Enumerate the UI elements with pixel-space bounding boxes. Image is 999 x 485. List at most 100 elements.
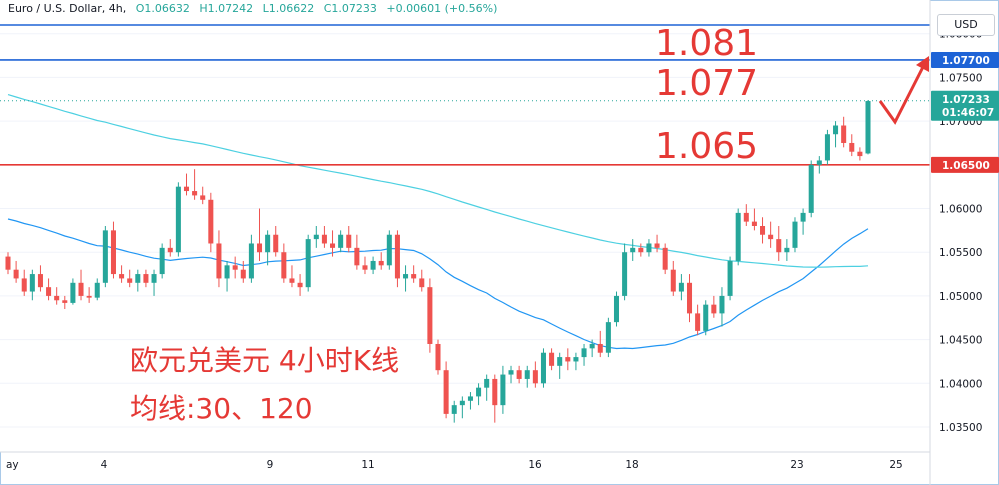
candle-down [54,295,60,301]
candle-down [289,278,295,283]
candle-down [297,282,303,288]
candle-down [427,287,433,344]
candle-up [800,212,806,222]
time-tick-label: 25 [889,459,902,471]
price-tick-label: 1.07500 [939,72,982,84]
candle-up [459,400,465,406]
candle-up [557,357,563,366]
candle-up [265,234,271,253]
candle-up [135,274,141,283]
candle-down [516,370,522,379]
high-value: H1.07242 [199,2,254,15]
time-tick-label: ay [6,459,19,471]
candle-down [419,278,425,288]
blue-level-tag-text: 1.07700 [942,55,990,67]
candle-down [435,343,441,371]
price-tick-label: 1.03500 [939,422,982,434]
candle-up [29,274,35,292]
legend-header: Euro / U.S. Dollar, 4h, O1.06632 H1.0724… [8,2,503,18]
candle-up [678,282,684,292]
candle-down [411,274,417,279]
candle-down [321,234,327,244]
price-tick-label: 1.05500 [939,247,982,259]
time-tick-label: 16 [528,459,542,471]
candle-up [338,234,344,248]
currency-button[interactable]: USD [937,14,995,36]
candle-down [273,234,279,253]
candle-up [403,274,409,279]
time-tick-label: 11 [361,459,374,471]
candle-up [646,243,652,253]
candle-down [354,247,360,266]
candle-down [768,234,774,240]
candle-down [46,287,52,296]
candle-down [256,243,263,253]
candle-down [119,274,125,279]
candle-down [143,274,149,283]
candle-down [841,125,847,143]
candle-up [735,212,741,261]
candle-down [200,195,206,200]
candle-down [751,221,757,226]
annotation-1077: 1.077 [655,63,758,104]
price-tick-label: 1.05000 [939,291,982,303]
last-price-tag-text: 01:46:07 [942,107,994,119]
annotation-1081: 1.081 [655,23,758,64]
candle-down [240,269,246,279]
candle-up [159,247,165,275]
price-axis[interactable]: 1.03500 1.04000 1.04500 1.05000 1.05500 1.060… [939,29,982,434]
candle-down [711,304,717,314]
forecast-arrows [878,56,929,125]
candle-down [686,282,693,314]
candle-down [695,313,701,331]
time-axis[interactable]: ay 4 9 11 16 18 23 25 [6,459,903,471]
candle-down [597,343,603,353]
candle-up [467,396,473,401]
candle-up [508,370,514,375]
change-value: +0.00601 (+0.56%) [386,2,498,15]
candle-up [248,243,254,279]
grid [0,33,930,428]
candle-down [62,300,68,303]
candle-up [573,357,579,362]
candle-down [78,282,84,296]
candle-up [451,405,457,414]
candle-up [500,374,506,406]
candle-up [792,221,798,248]
candle-up [94,282,100,298]
candle-down [330,243,336,248]
candle-down [110,230,116,275]
candle-down [638,247,644,253]
candle-down [362,265,368,270]
candle-up [175,186,181,253]
candle-down [654,243,660,248]
annotation-subtitle: 均线:30、120 [130,392,313,425]
candle-up [719,295,725,314]
candle-up [70,282,76,303]
time-tick-label: 4 [101,459,108,471]
forecast-arrow-head [916,56,929,72]
time-tick-label: 9 [267,459,274,471]
candles [5,100,871,423]
price-tick-label: 1.04000 [939,378,982,390]
time-tick-label: 18 [625,459,638,471]
annotation-title: 欧元兑美元 4小时K线 [130,344,399,377]
red-level-tag-bg [931,156,999,173]
candle-up [622,252,628,296]
candle-up [824,134,830,161]
candle-down [492,378,498,406]
annotation-1065: 1.065 [655,126,758,167]
candle-up [484,378,490,388]
candle-up [476,387,482,397]
candle-up [865,101,871,154]
candle-down [857,151,863,157]
symbol-label[interactable]: Euro / U.S. Dollar, 4h, [8,2,127,15]
candle-up [816,160,822,165]
candle-up [784,247,790,253]
candle-up [703,304,709,331]
candle-down [86,295,92,298]
close-value: C1.07233 [323,2,377,15]
red-level-tag-text: 1.06500 [942,160,990,172]
